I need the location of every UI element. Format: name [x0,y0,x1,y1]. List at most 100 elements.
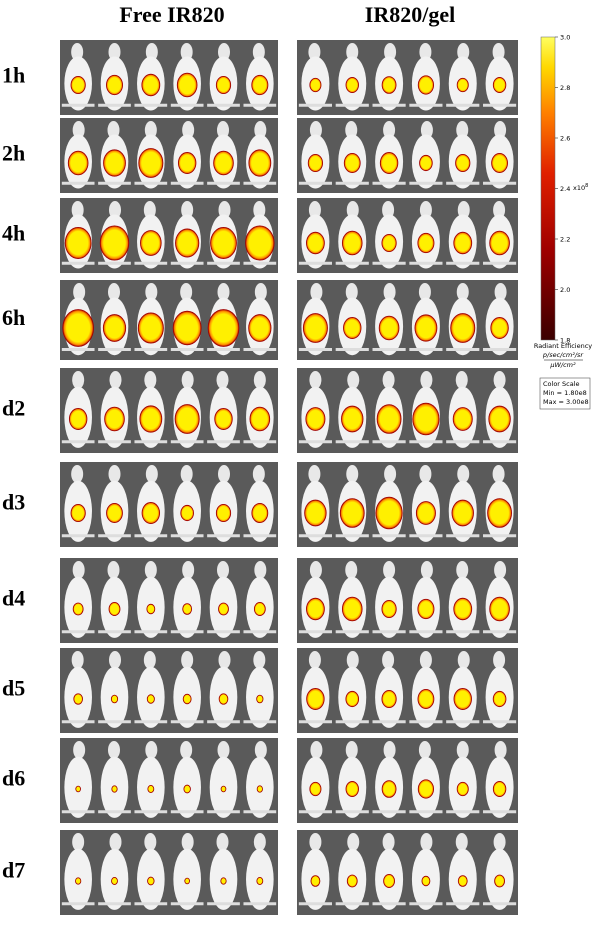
mouse-leg [335,902,369,906]
mouse-head [420,121,433,139]
mouse-head [456,283,469,301]
signal [183,784,191,794]
mouse-leg [61,103,95,107]
mouse-leg [134,181,168,185]
mouse-leg [483,440,517,444]
signal [421,875,431,887]
image-panel [297,738,518,823]
mouse-leg [134,534,168,538]
mouse-head [73,741,86,759]
signal [412,402,440,436]
signal [488,405,511,433]
mouse-leg [298,534,332,538]
mouse-head [493,201,506,219]
mouse-head [109,201,121,219]
panel-bg [60,368,278,453]
mouse-head [309,371,322,389]
signal [306,597,325,621]
mouse-leg [335,103,369,107]
image-panel [60,280,278,360]
panel-bg [297,40,518,115]
image-panel [297,558,518,643]
row-label: d7 [2,858,25,883]
colorbar-tick-label: 2.4 [560,185,570,193]
mouse-leg [134,103,168,107]
mouse-head [382,651,395,669]
mouse-head [107,561,120,579]
colorbar-title: Radiant Efficiency [534,342,592,350]
signal [108,602,121,617]
signal [215,503,232,523]
mouse-leg [170,810,204,814]
mouse-leg [243,103,277,107]
mouse-head [346,201,359,219]
color-scale-box [539,377,591,410]
colorbar-tick-label: 2.8 [560,84,570,92]
signal [138,148,164,178]
mouse-leg [483,902,517,906]
mouse-leg [335,534,369,538]
mouse-leg [243,902,277,906]
panel-bg [297,648,518,733]
panel-bg [60,280,278,360]
mouse-head [73,283,86,301]
signal [218,693,229,705]
signal [302,313,328,343]
image-panel [60,118,278,193]
mouse-leg [372,348,406,351]
mouse-head [72,833,85,851]
mouse-leg [335,261,369,265]
mouse-leg [372,181,406,185]
signal [417,232,435,254]
mouse-head [384,465,397,483]
signal [174,404,200,434]
signal [214,408,233,430]
mouse-leg [207,103,240,107]
colorbar-tick-label: 2.6 [560,135,570,143]
mouse-leg [446,440,480,444]
signal [67,150,89,176]
mouse-leg [335,720,369,724]
signal [103,149,126,177]
image-panel [297,118,518,193]
panel-bg [297,280,518,360]
signal [491,152,508,173]
mouse-leg [61,181,95,185]
signal [487,498,512,528]
mouse-leg [446,261,480,265]
signal [451,499,474,527]
mouse-head [308,651,321,669]
mouse-leg [483,534,517,538]
mouse-leg [170,630,204,634]
mouse-leg [98,902,131,906]
mouse-head [494,121,507,139]
mouse-leg [446,902,480,906]
mouse-leg [409,630,443,634]
mouse-head [143,201,156,219]
mouse-head [253,201,266,219]
mouse-head [254,283,267,301]
signal [220,877,227,885]
signal [453,231,473,255]
signal [492,781,507,797]
mouse-leg [298,440,332,444]
panel-bg [60,830,278,915]
mouse-leg [170,720,204,724]
image-panel [60,558,278,643]
signal [249,406,271,432]
mouse-leg [170,534,204,538]
mouse-leg [446,181,480,185]
signal [141,73,161,97]
image-panel [297,280,518,360]
mouse-leg [483,348,517,351]
signal [415,501,436,525]
mouse-head [346,465,359,483]
signal [75,877,82,885]
mouse-head [419,465,432,483]
mouse-head [217,283,230,301]
signal [213,150,234,176]
mouse-leg [134,902,168,906]
mouse-head [310,283,323,301]
mouse-head [217,741,230,759]
image-panel [60,40,278,115]
